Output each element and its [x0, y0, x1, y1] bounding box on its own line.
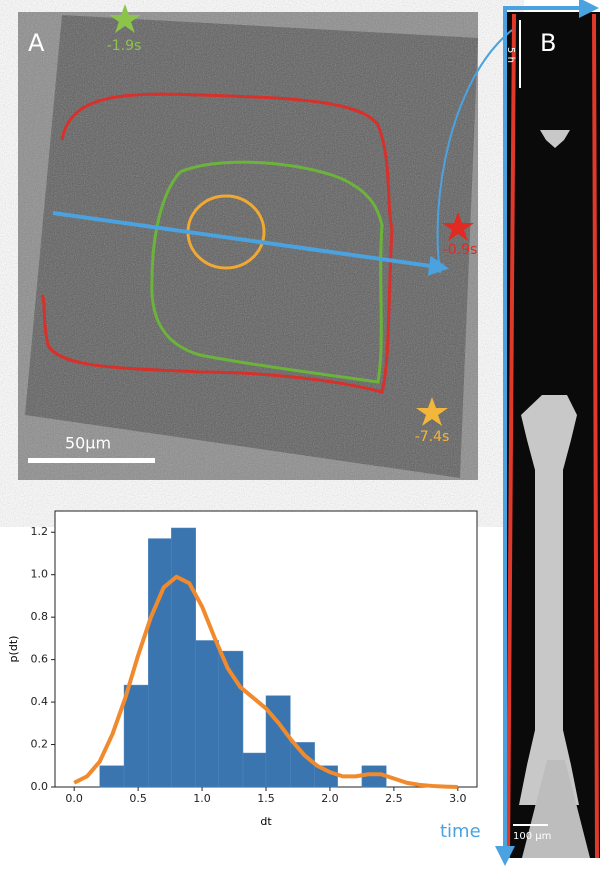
y-tick-label: 0.6 [31, 653, 49, 666]
y-tick-label: 1.0 [31, 568, 49, 581]
panel-label: A [28, 29, 45, 57]
star-red [442, 212, 474, 241]
y-tick-label: 0.2 [31, 738, 49, 751]
annotation: -7.4s [415, 429, 450, 445]
y-axis-label: p(dt) [7, 636, 20, 663]
profile-arrow [52, 211, 449, 276]
bar [290, 742, 315, 788]
y-tick-label: 1.2 [31, 525, 49, 538]
x-tick-label: 2.0 [321, 792, 339, 805]
droplet-base [522, 760, 590, 858]
panel-a: A -1.9s -0.9s -7.4s 50μm [18, 4, 478, 480]
link-arrow [433, 29, 513, 274]
histogram-plot: dt p(dt) 0.0 0.5 1.0 1.5 2.0 2.5 3.0 0.0 0.2 0.4 0… [7, 510, 478, 828]
x-tick-label: 0.0 [65, 792, 83, 805]
annotation: -0.9s [443, 242, 478, 258]
x-axis-label: dt [260, 815, 272, 828]
x-tick-label: 0.5 [129, 792, 147, 805]
edge-line [506, 13, 516, 859]
scale-bar [28, 458, 155, 463]
panel-b: 5 h B 100 µm time [433, 0, 600, 866]
contour-red [40, 92, 394, 394]
annotation: -1.9s [107, 38, 142, 54]
edge-line [592, 13, 599, 859]
bar [148, 538, 172, 788]
y-tick-label: 0.4 [31, 695, 49, 708]
x-tick-label: 1.5 [257, 792, 275, 805]
star-orange [416, 397, 448, 426]
y-tick-label: 0.8 [31, 610, 49, 623]
density-line [73, 574, 458, 789]
time-scale-label: 5 h [505, 47, 516, 63]
panel-label: B [540, 29, 556, 57]
bar [242, 752, 267, 788]
bar [99, 765, 125, 788]
contour-green [150, 160, 384, 384]
bar [265, 695, 291, 788]
bar [171, 527, 196, 788]
x-tick-label: 3.0 [449, 792, 467, 805]
time-label: time [440, 821, 481, 842]
bar [123, 684, 149, 788]
y-tick-label: 0.0 [31, 780, 49, 793]
noise [18, 12, 478, 480]
x-tick-label: 1.0 [193, 792, 211, 805]
droplet-trace [519, 130, 579, 805]
scale-bar-label: 50μm [65, 434, 111, 453]
bar [195, 640, 219, 788]
x-tick-label: 2.5 [385, 792, 403, 805]
star-green [109, 4, 141, 33]
scale-bar-label: 100 µm [513, 831, 551, 842]
